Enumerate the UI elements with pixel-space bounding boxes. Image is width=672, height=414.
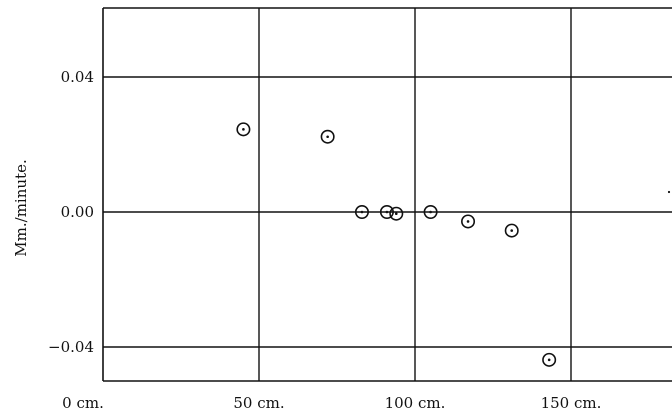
data-point (379, 205, 394, 220)
data-points (236, 122, 671, 367)
point-dot (360, 210, 364, 214)
point-dot (466, 220, 470, 223)
point-dot (242, 128, 245, 131)
y-tick-label: −0.04 (48, 338, 94, 356)
stray-mark (667, 190, 671, 194)
point-dot (510, 229, 514, 232)
y-tick-label: 0.00 (61, 203, 94, 221)
x-tick-label: 100 cm. (385, 394, 446, 412)
point-dot (547, 358, 551, 362)
data-point (423, 205, 438, 220)
point-ring (542, 352, 557, 367)
point-ring (320, 129, 335, 144)
x-tick-label: 0 cm. (62, 394, 104, 412)
point-ring (504, 223, 519, 238)
point-ring (354, 205, 369, 220)
point-dot (326, 135, 329, 139)
data-point (504, 223, 519, 238)
point-dot (429, 210, 432, 214)
tick-labels: 0 cm. 50 cm. 100 cm. 150 cm. 0.04 0.00 −0.04 (48, 68, 601, 412)
point-dot (394, 212, 398, 215)
data-point (320, 129, 335, 144)
point-ring (423, 205, 438, 220)
data-point (389, 206, 404, 221)
point-ring (379, 205, 394, 220)
x-tick-label: 150 cm. (541, 394, 602, 412)
point-ring (236, 122, 251, 137)
data-point (542, 352, 557, 367)
axes (102, 7, 672, 382)
data-point (461, 214, 476, 229)
x-tick-label: 50 cm. (233, 394, 284, 412)
grid (103, 8, 672, 381)
point-ring (461, 214, 476, 229)
point-ring (389, 206, 404, 221)
y-tick-label: 0.04 (61, 68, 94, 86)
point-dot (385, 210, 389, 214)
data-point (236, 122, 251, 137)
y-axis-title: Mm./minute. (12, 159, 30, 256)
data-point (354, 205, 369, 220)
